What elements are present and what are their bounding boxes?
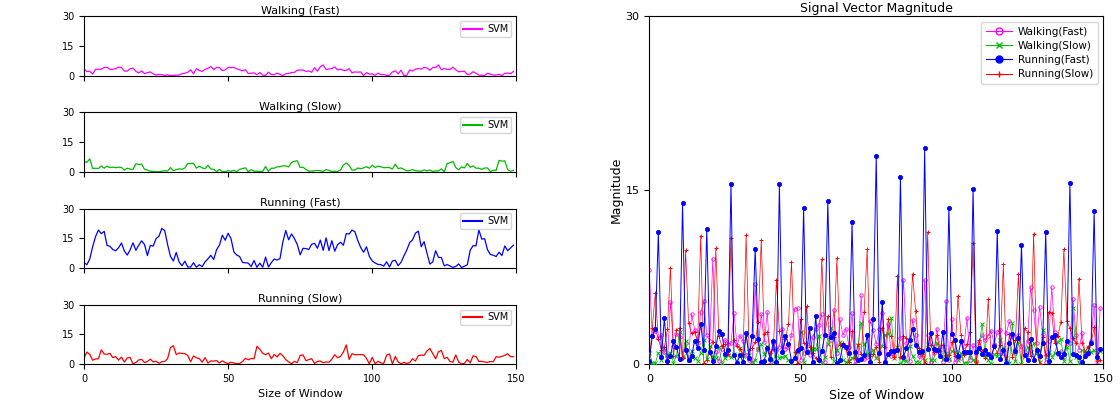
X-axis label: Size of Window: Size of Window — [829, 389, 924, 402]
Legend: SVM: SVM — [460, 213, 512, 229]
Title: Walking (Fast): Walking (Fast) — [261, 6, 339, 16]
X-axis label: Size of Window: Size of Window — [258, 389, 343, 399]
Title: Walking (Slow): Walking (Slow) — [259, 102, 342, 112]
Title: Signal Vector Magnitude: Signal Vector Magnitude — [800, 2, 953, 15]
Legend: Walking(Fast), Walking(Slow), Running(Fast), Running(Slow): Walking(Fast), Walking(Slow), Running(Fa… — [981, 22, 1098, 85]
Y-axis label: Magnitude: Magnitude — [609, 157, 623, 223]
Title: Running (Fast): Running (Fast) — [260, 198, 340, 208]
Title: Running (Slow): Running (Slow) — [258, 294, 343, 304]
Legend: SVM: SVM — [460, 310, 512, 326]
Legend: SVM: SVM — [460, 117, 512, 133]
Legend: SVM: SVM — [460, 21, 512, 37]
